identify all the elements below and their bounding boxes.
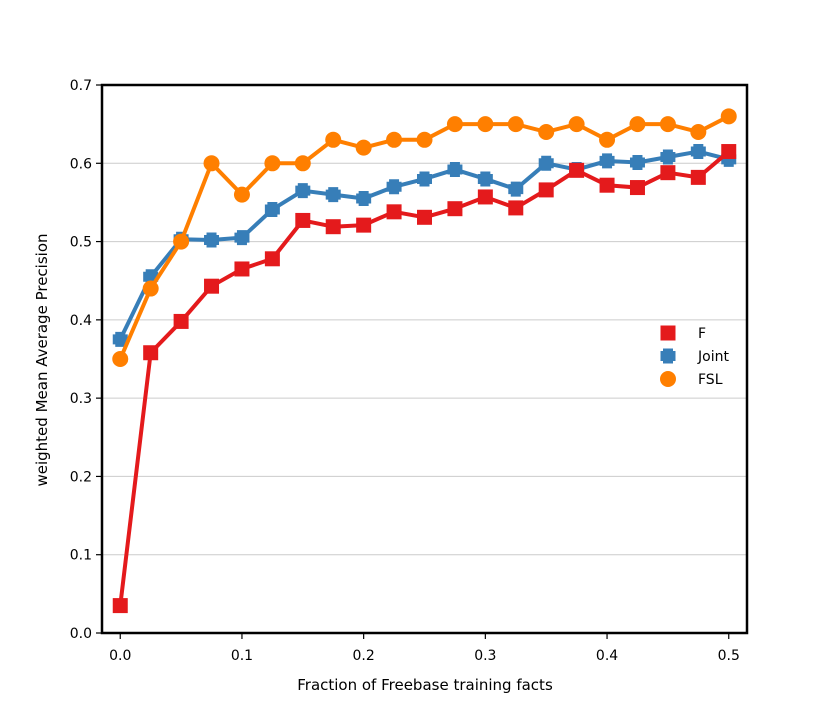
point-fsl-1 xyxy=(142,280,159,297)
point-fsl-8 xyxy=(355,139,372,156)
point-f-12 xyxy=(477,189,493,205)
point-fsl-18 xyxy=(659,116,676,133)
point-f-14 xyxy=(538,182,554,198)
point-fsl-17 xyxy=(629,116,646,133)
x-tick-label-5: 0.5 xyxy=(718,648,740,664)
y-axis-label: weighted Mean Average Precision xyxy=(33,233,51,486)
y-tick-label-1: 0.1 xyxy=(70,548,92,564)
point-fsl-12 xyxy=(477,116,494,133)
point-fsl-20 xyxy=(720,108,737,125)
y-tick-label-0: 0.0 xyxy=(70,626,92,642)
y-tick-label-6: 0.6 xyxy=(70,156,92,172)
point-joint-8 xyxy=(356,191,372,207)
point-f-13 xyxy=(508,200,524,216)
point-joint-5 xyxy=(264,201,280,217)
x-tick-label-0: 0.0 xyxy=(109,648,131,664)
point-joint-12 xyxy=(477,171,493,187)
x-tick-label-3: 0.3 xyxy=(474,648,496,664)
point-joint-17 xyxy=(629,155,645,171)
series-layer xyxy=(112,108,737,614)
point-joint-6 xyxy=(295,183,311,199)
x-tick-label-1: 0.1 xyxy=(231,648,253,664)
legend-marker-f xyxy=(660,325,676,341)
y-tick-label-2: 0.2 xyxy=(70,469,92,485)
point-joint-9 xyxy=(386,179,402,195)
x-tick-label-2: 0.2 xyxy=(353,648,375,664)
legend-label-fsl: FSL xyxy=(698,372,723,388)
point-fsl-14 xyxy=(538,123,555,140)
point-joint-14 xyxy=(538,155,554,171)
point-f-9 xyxy=(386,204,402,220)
point-fsl-7 xyxy=(325,131,342,148)
point-joint-19 xyxy=(690,144,706,160)
point-fsl-9 xyxy=(386,131,403,148)
point-joint-18 xyxy=(660,149,676,165)
legend-label-f: F xyxy=(698,326,706,342)
point-f-2 xyxy=(173,313,189,329)
point-f-7 xyxy=(325,219,341,235)
point-fsl-2 xyxy=(173,233,190,250)
legend-marker-fsl xyxy=(660,371,676,387)
point-fsl-11 xyxy=(446,116,463,133)
point-fsl-5 xyxy=(264,155,281,172)
point-fsl-6 xyxy=(294,155,311,172)
point-joint-0 xyxy=(112,331,128,347)
point-f-16 xyxy=(599,177,615,193)
point-fsl-10 xyxy=(416,131,433,148)
point-f-17 xyxy=(629,180,645,196)
point-joint-16 xyxy=(599,153,615,169)
point-f-4 xyxy=(234,261,250,277)
axes: 0.0 0.1 0.2 0.3 0.4 0.5 0.6 0.7 0.0 0.1 0.2 0.3 0.4 0… xyxy=(70,78,749,664)
y-tick-label-5: 0.5 xyxy=(70,235,92,251)
y-tick-label-4: 0.4 xyxy=(70,313,92,329)
point-fsl-4 xyxy=(233,186,250,203)
point-f-0 xyxy=(112,598,128,614)
point-fsl-16 xyxy=(599,131,616,148)
point-joint-7 xyxy=(325,187,341,203)
point-joint-10 xyxy=(417,171,432,187)
y-tick-label-7: 0.7 xyxy=(70,78,92,94)
point-f-6 xyxy=(295,212,311,228)
x-axis-label: Fraction of Freebase training facts xyxy=(297,676,553,694)
point-joint-3 xyxy=(204,232,220,248)
point-fsl-15 xyxy=(568,116,585,133)
point-fsl-13 xyxy=(507,116,524,133)
point-fsl-3 xyxy=(203,155,220,172)
point-joint-4 xyxy=(234,230,250,246)
point-joint-13 xyxy=(508,181,524,197)
point-f-1 xyxy=(143,345,159,361)
point-fsl-19 xyxy=(690,123,707,140)
point-f-20 xyxy=(721,144,737,160)
point-f-11 xyxy=(447,201,463,217)
point-f-15 xyxy=(569,162,585,178)
point-fsl-0 xyxy=(112,351,129,367)
point-joint-11 xyxy=(447,162,463,178)
point-f-19 xyxy=(690,169,706,185)
x-tick-label-4: 0.4 xyxy=(596,648,618,664)
point-f-18 xyxy=(660,165,676,181)
point-f-5 xyxy=(264,251,280,267)
legend: F Joint FSL xyxy=(660,325,729,388)
plot-frame xyxy=(100,83,749,635)
grid-lines xyxy=(102,84,747,634)
point-f-3 xyxy=(204,278,220,294)
legend-marker-joint xyxy=(660,348,676,364)
legend-label-joint: Joint xyxy=(697,349,729,365)
point-f-10 xyxy=(417,209,432,225)
point-f-8 xyxy=(356,217,372,233)
y-tick-label-3: 0.3 xyxy=(70,391,92,407)
